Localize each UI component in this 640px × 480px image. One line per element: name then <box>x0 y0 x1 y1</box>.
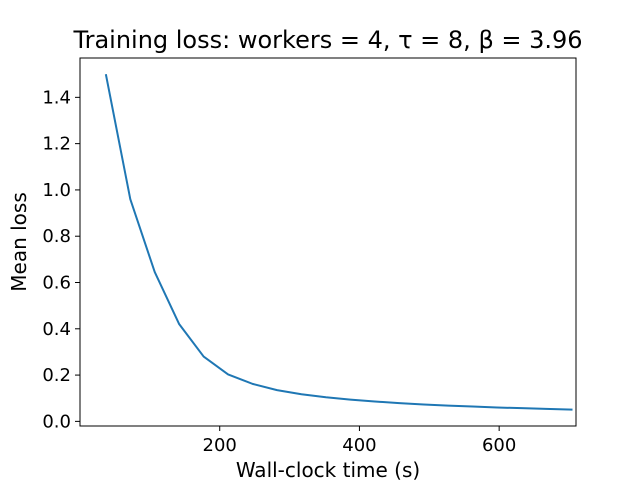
y-tick-label: 0.2 <box>42 365 71 386</box>
y-tick-label: 1.2 <box>42 134 71 155</box>
x-tick-label: 200 <box>203 435 237 456</box>
plot-area <box>79 57 577 427</box>
plot-frame <box>79 57 577 427</box>
x-tick-label: 400 <box>342 435 376 456</box>
chart-title: Training loss: workers = 4, τ = 8, β = 3… <box>72 26 582 54</box>
y-tick-label: 0.4 <box>42 319 71 340</box>
y-tick-label: 1.0 <box>42 180 71 201</box>
x-axis-label: Wall-clock time (s) <box>236 458 420 480</box>
x-axis-ticks: 200 400 600 <box>203 426 516 456</box>
y-axis-label: Mean loss <box>7 192 31 291</box>
y-axis-ticks: 0.0 0.2 0.4 0.6 0.8 1.0 1.2 1.4 <box>42 87 80 432</box>
y-tick-label: 0.8 <box>42 226 71 247</box>
y-tick-label: 0.0 <box>42 411 71 432</box>
series-line-0 <box>104 74 573 411</box>
y-tick-label: 0.6 <box>42 273 71 294</box>
x-tick-label: 600 <box>482 435 516 456</box>
y-tick-label: 1.4 <box>42 87 71 108</box>
